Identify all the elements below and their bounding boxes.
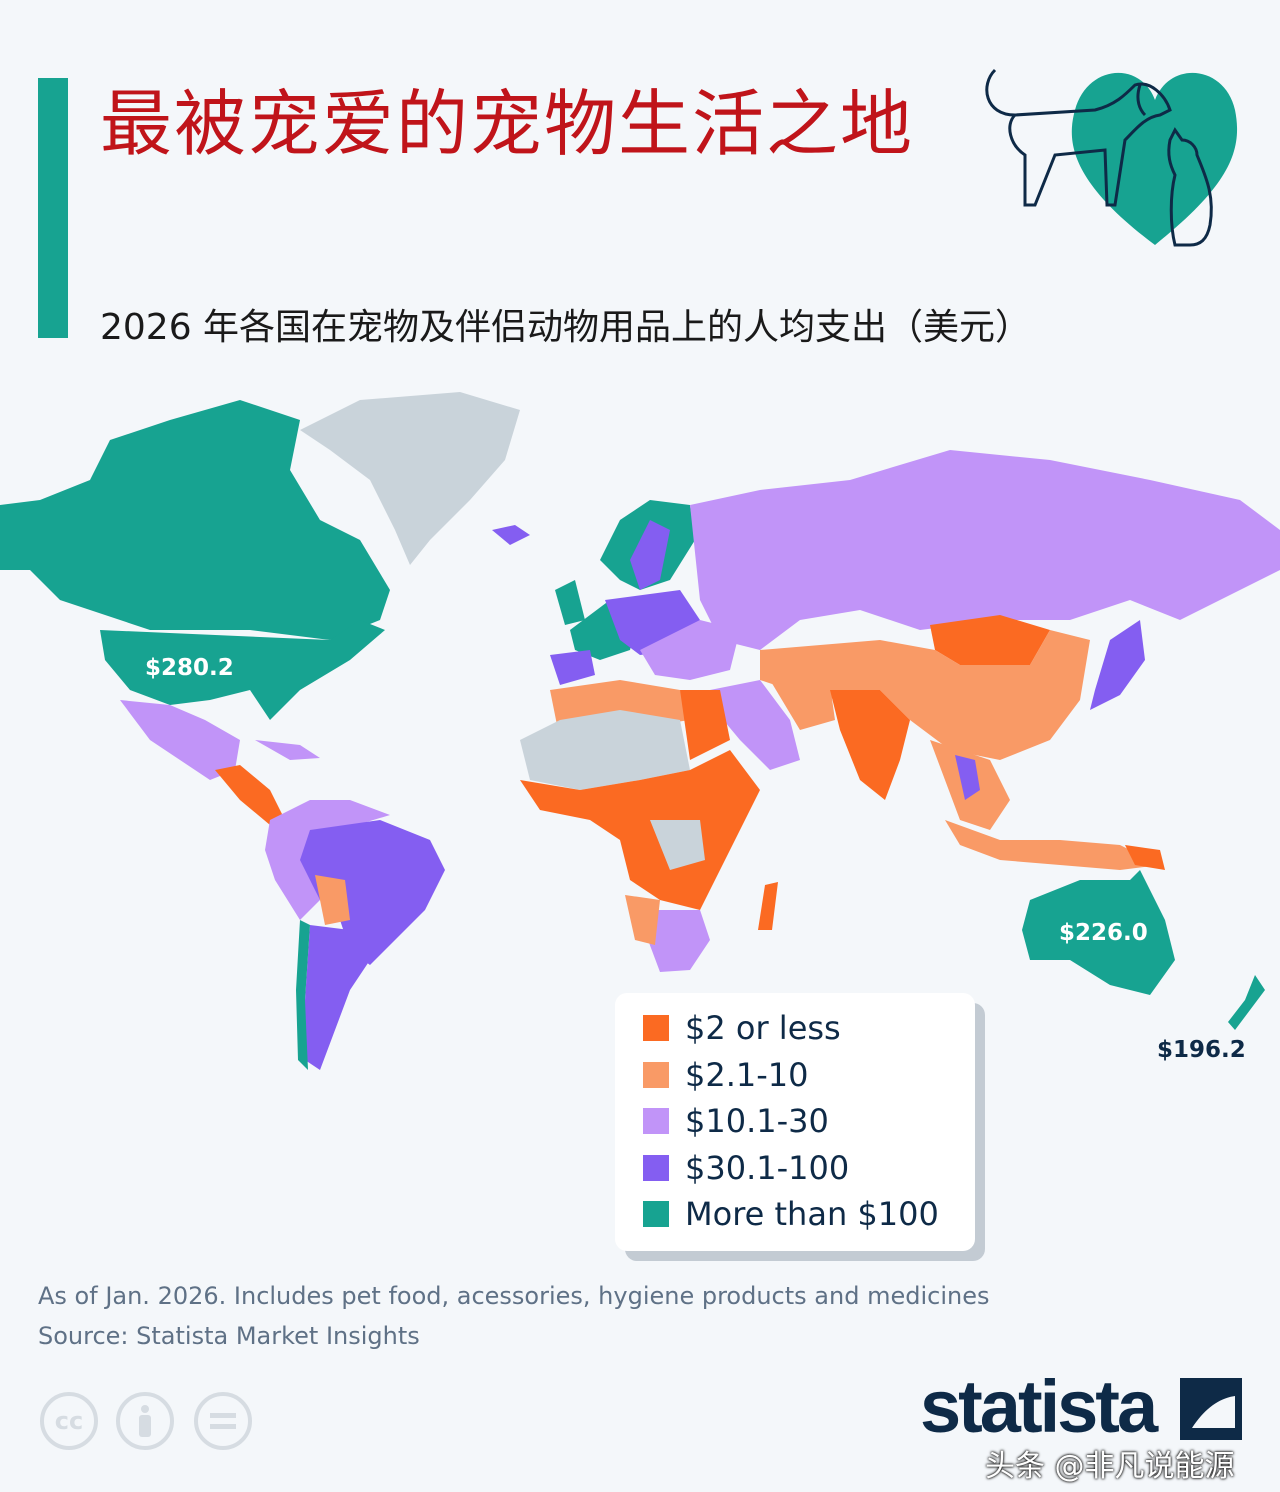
- value-label-new-zealand: $196.2: [1157, 1037, 1246, 1063]
- legend-item: $2 or less: [643, 1009, 841, 1047]
- country-thailand[interactable]: [955, 755, 980, 800]
- legend-item: $10.1-30: [643, 1102, 829, 1140]
- country-iceland[interactable]: [492, 525, 530, 545]
- no-derivatives-icon[interactable]: [194, 1392, 252, 1450]
- footnote: As of Jan. 2026. Includes pet food, aces…: [38, 1282, 990, 1310]
- country-madagascar[interactable]: [758, 882, 778, 930]
- heart-icon: [1071, 72, 1238, 246]
- attribution-icon[interactable]: [116, 1392, 174, 1450]
- cc-icon[interactable]: cc: [40, 1392, 98, 1450]
- country-japan[interactable]: [1090, 620, 1145, 710]
- watermark: 头条 @非凡说能源: [985, 1449, 1235, 1484]
- page-title: 最被宠爱的宠物生活之地: [100, 82, 915, 166]
- legend-label: $10.1-30: [685, 1102, 829, 1140]
- country-andes[interactable]: [265, 800, 390, 920]
- country-eastern-europe[interactable]: [640, 620, 740, 680]
- country-australia[interactable]: [1022, 870, 1175, 995]
- country-sahara[interactable]: [520, 710, 690, 790]
- country-china[interactable]: [880, 630, 1090, 760]
- legend-label: More than $100: [685, 1195, 939, 1233]
- country-middle-east[interactable]: [710, 680, 800, 770]
- pets-illustration: [985, 68, 1238, 247]
- legend-item: $2.1-10: [643, 1056, 809, 1094]
- country-sweden[interactable]: [630, 520, 670, 590]
- country-iran[interactable]: [770, 680, 835, 730]
- country-india[interactable]: [830, 690, 910, 800]
- dog-icon: [985, 68, 1172, 207]
- subtitle: 2026 年各国在宠物及伴侣动物用品上的人均支出（美元）: [100, 307, 1032, 348]
- country-new-zealand[interactable]: [1228, 975, 1265, 1030]
- country-usa[interactable]: [100, 620, 385, 720]
- legend-swatch: [643, 1155, 669, 1181]
- country-iberia[interactable]: [550, 650, 595, 685]
- statista-logo[interactable]: statista: [920, 1370, 1158, 1444]
- legend-swatch: [643, 1062, 669, 1088]
- country-brazil[interactable]: [300, 820, 445, 965]
- value-label-usa: $280.2: [145, 655, 234, 681]
- country-egypt[interactable]: [680, 690, 730, 760]
- country-namibia[interactable]: [625, 895, 660, 945]
- country-congo-region[interactable]: [650, 820, 705, 870]
- country-russia[interactable]: [690, 450, 1280, 650]
- accent-bar: [38, 78, 68, 338]
- brand-text: statista: [920, 1365, 1158, 1448]
- world-map: [0, 392, 1280, 1070]
- cat-icon: [1167, 127, 1213, 247]
- cc-text: cc: [54, 1407, 84, 1435]
- country-indonesia[interactable]: [945, 820, 1160, 870]
- country-central-america[interactable]: [215, 765, 285, 825]
- country-canada[interactable]: [0, 400, 390, 640]
- legend-swatch: [643, 1108, 669, 1134]
- legend-label: $2 or less: [685, 1009, 841, 1047]
- country-caribbean[interactable]: [255, 740, 320, 760]
- legend-label: $2.1-10: [685, 1056, 809, 1094]
- country-chile[interactable]: [296, 920, 310, 1070]
- statista-logo-mark-icon: [1180, 1378, 1242, 1440]
- legend: $2 or less $2.1-10 $10.1-30 $30.1-100 Mo…: [615, 993, 975, 1251]
- legend-label: $30.1-100: [685, 1149, 850, 1187]
- country-sub-saharan[interactable]: [520, 750, 760, 910]
- country-bolivia[interactable]: [315, 875, 350, 925]
- country-uk[interactable]: [555, 580, 585, 625]
- legend-swatch: [643, 1201, 669, 1227]
- value-label-australia: $226.0: [1059, 920, 1148, 946]
- country-argentina[interactable]: [305, 925, 370, 1070]
- legend-swatch: [643, 1015, 669, 1041]
- legend-item: More than $100: [643, 1195, 939, 1233]
- country-mongolia[interactable]: [930, 615, 1050, 665]
- country-greenland[interactable]: [300, 392, 520, 565]
- country-papua[interactable]: [1125, 845, 1165, 870]
- source: Source: Statista Market Insights: [38, 1322, 420, 1350]
- legend-item: $30.1-100: [643, 1149, 849, 1187]
- country-southern-africa[interactable]: [640, 910, 710, 972]
- country-mexico[interactable]: [120, 700, 240, 780]
